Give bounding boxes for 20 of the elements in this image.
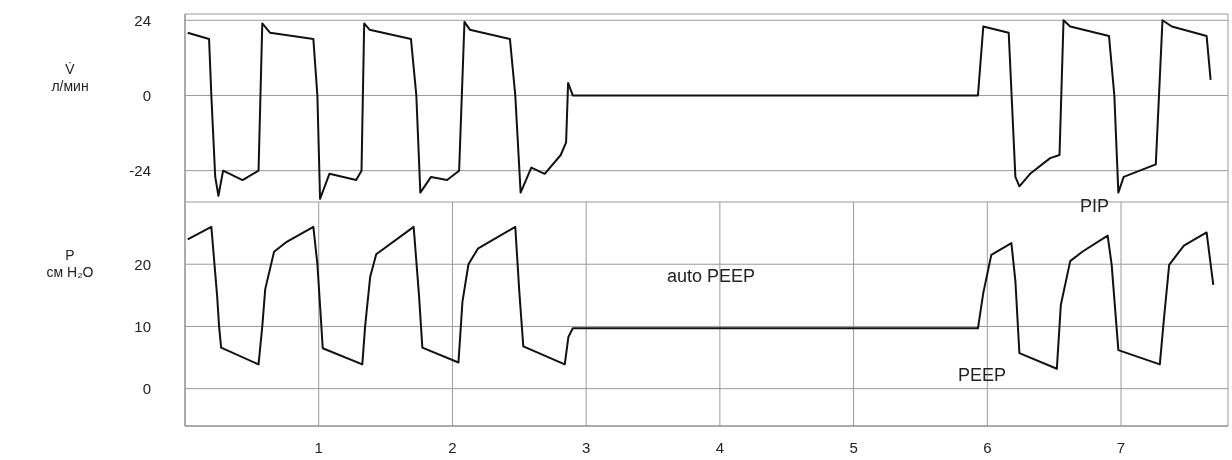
y-tick-label: -24	[129, 161, 151, 179]
x-tick-label: 4	[715, 438, 725, 456]
line-series	[186, 19, 1212, 200]
y-tick-label: 0	[142, 86, 151, 104]
y-axis-title: V̇ л/мин	[50, 61, 90, 95]
annotation: auto PEEP	[667, 266, 756, 287]
y-tick-label: 24	[134, 11, 151, 29]
x-tick-label: 2	[448, 438, 457, 456]
x-tick-label: 6	[983, 438, 992, 456]
annotation: PIP	[1080, 196, 1110, 217]
annotation: PEEP	[958, 365, 1007, 386]
y-tick-label: 10	[134, 317, 151, 335]
x-tick-label: 5	[849, 438, 858, 456]
y-tick-label: 20	[134, 255, 151, 273]
y-axis-title: P см H₂O	[45, 246, 95, 281]
x-tick-label: 3	[581, 438, 591, 456]
y-tick-label: 0	[142, 379, 151, 397]
x-tick-label: 1	[314, 438, 323, 456]
x-tick-label: 7	[1116, 438, 1126, 456]
line-series	[186, 225, 1215, 370]
